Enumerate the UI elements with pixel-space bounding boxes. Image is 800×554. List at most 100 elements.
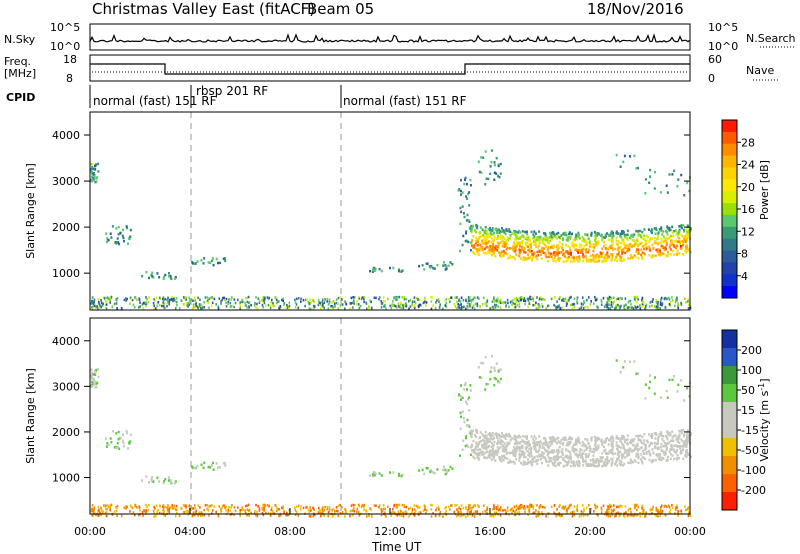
data-cell: [203, 257, 206, 260]
data-cell: [583, 444, 586, 448]
data-cell: [501, 449, 504, 453]
nsky-strip: N.Sky 10^5 10^0 10^5 10^0 N.Search: [4, 21, 796, 53]
data-cell: [156, 302, 159, 306]
data-cell: [414, 301, 417, 305]
data-cell: [576, 301, 579, 305]
data-cell: [464, 178, 466, 181]
data-cell: [528, 510, 531, 513]
nsky-frame: [89, 23, 691, 51]
data-cell: [542, 251, 545, 254]
data-cell: [502, 254, 505, 257]
data-cell: [527, 505, 530, 508]
data-cell: [502, 447, 505, 451]
data-cell: [512, 244, 515, 248]
data-cell: [93, 506, 96, 509]
data-cell: [518, 229, 521, 233]
data-cell: [352, 306, 354, 309]
data-cell: [679, 445, 682, 448]
data-cell: [549, 235, 552, 239]
data-cell: [439, 511, 441, 514]
y-tick-label: 1000: [52, 472, 80, 485]
data-cell: [411, 303, 413, 307]
data-cell: [637, 234, 640, 237]
data-cell: [592, 458, 595, 461]
data-cell: [185, 298, 187, 301]
data-cell: [583, 509, 585, 512]
data-cell: [640, 460, 643, 463]
data-cell: [496, 436, 498, 439]
data-cell: [630, 439, 633, 442]
data-cell: [456, 504, 458, 507]
data-cell: [594, 260, 597, 263]
data-cell: [187, 302, 189, 305]
data-cell: [547, 464, 550, 467]
data-cell: [651, 459, 654, 463]
data-cell: [353, 296, 356, 299]
data-cell: [267, 505, 270, 508]
data-cell: [498, 381, 501, 384]
colorbar-swatch: [722, 167, 737, 180]
data-cell: [246, 513, 248, 517]
data-cell: [683, 441, 685, 444]
data-cell: [497, 504, 499, 507]
nsearch-tick-low: 10^0: [708, 40, 738, 53]
data-cell: [255, 503, 257, 507]
data-cell: [163, 275, 165, 279]
data-cell: [583, 299, 585, 303]
data-cell: [478, 447, 481, 451]
data-cell: [536, 504, 538, 507]
data-cell: [672, 448, 675, 452]
data-cell: [543, 243, 546, 247]
data-cell: [564, 455, 567, 459]
data-cell: [506, 246, 509, 250]
data-cell: [474, 452, 477, 455]
data-cell: [598, 259, 601, 263]
data-cell: [588, 296, 590, 299]
data-cell: [619, 306, 622, 309]
data-cell: [185, 301, 188, 305]
data-cell: [670, 243, 673, 247]
data-cell: [475, 230, 478, 234]
data-cell: [549, 440, 552, 444]
data-cell: [581, 456, 584, 459]
data-cell: [254, 302, 256, 305]
data-cell: [470, 429, 473, 433]
data-cell: [269, 514, 272, 517]
data-cell: [570, 461, 573, 464]
data-cell: [586, 306, 589, 309]
data-cell: [498, 433, 501, 436]
data-cell: [616, 253, 618, 256]
data-cell: [565, 304, 568, 307]
data-cell: [392, 300, 394, 303]
data-cell: [194, 303, 197, 306]
data-cell: [99, 511, 101, 515]
data-cell: [538, 449, 541, 452]
data-cell: [580, 448, 583, 452]
data-cell: [480, 156, 483, 159]
data-cell: [459, 427, 462, 430]
data-cell: [109, 232, 112, 235]
data-cell: [487, 251, 490, 254]
data-cell: [442, 264, 445, 267]
data-cell: [641, 508, 644, 511]
data-cell: [594, 243, 597, 247]
data-cell: [678, 441, 681, 445]
data-cell: [90, 179, 92, 183]
data-cell: [547, 460, 550, 463]
colorbar-swatch: [722, 131, 737, 145]
data-cell: [481, 444, 483, 448]
data-cell: [582, 306, 585, 310]
data-cell: [564, 505, 567, 508]
data-cell: [603, 240, 605, 244]
data-cell: [484, 446, 487, 450]
data-cell: [581, 440, 584, 444]
data-cell: [618, 445, 620, 448]
data-cell: [222, 504, 224, 508]
data-cell: [540, 453, 543, 456]
data-cell: [525, 441, 528, 444]
data-cell: [614, 452, 617, 455]
data-cell: [527, 450, 529, 453]
data-cell: [492, 443, 495, 447]
data-cell: [554, 256, 556, 259]
data-cell: [499, 434, 502, 438]
